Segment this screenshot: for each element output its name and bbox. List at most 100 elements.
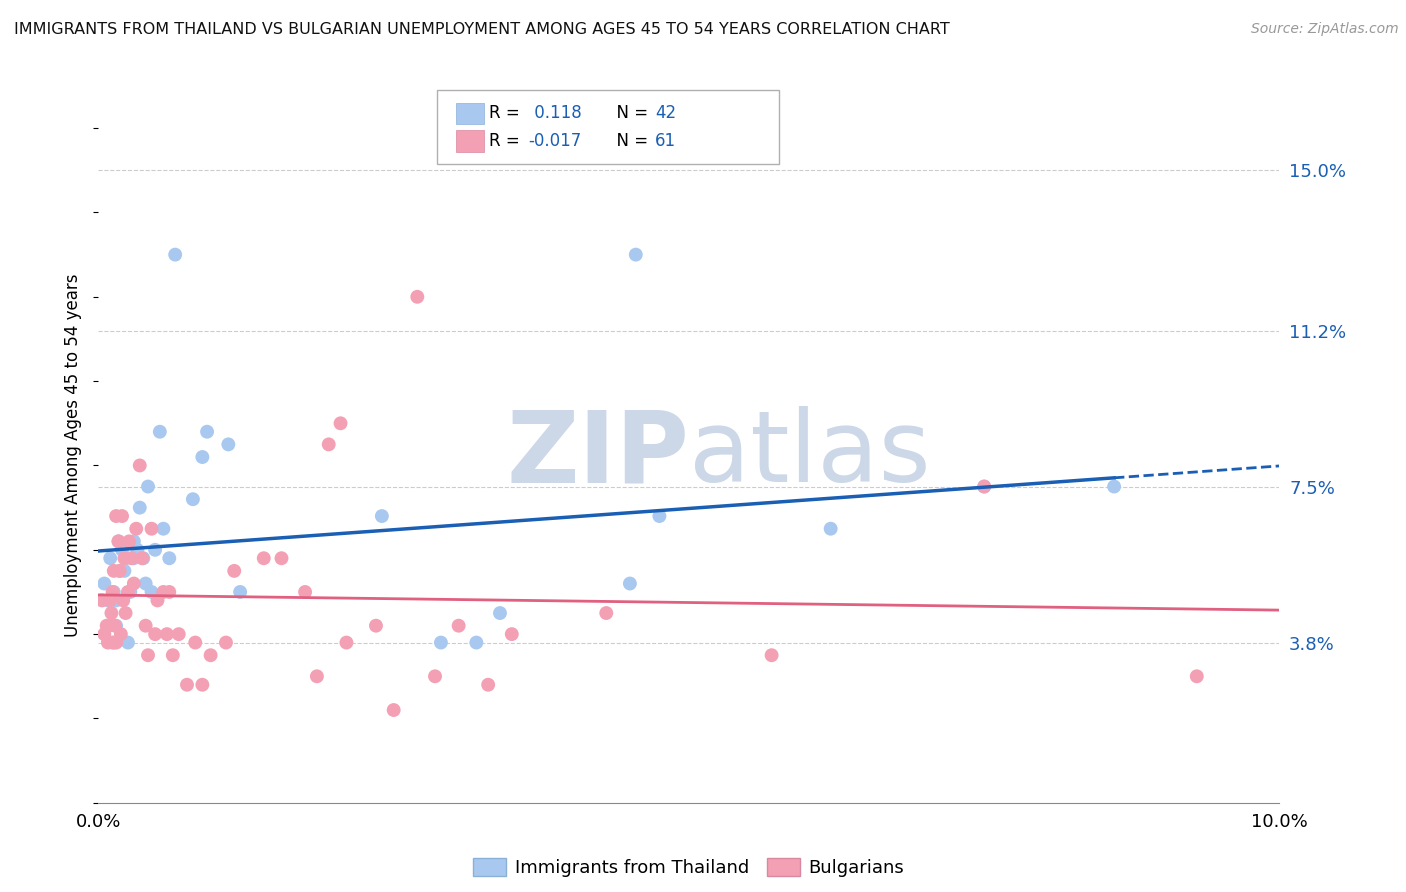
Point: [176, 678, 198, 692]
Point: [125, 522, 148, 536]
Point: [103, 564, 125, 578]
Point: [489, 606, 512, 620]
Point: [648, 509, 671, 524]
Point: [103, 585, 125, 599]
Point: [217, 437, 239, 451]
Point: [157, 585, 180, 599]
Point: [191, 678, 214, 692]
Point: [122, 551, 145, 566]
Point: [371, 509, 394, 524]
Point: [447, 618, 470, 632]
Y-axis label: Unemployment Among Ages 45 to 54 years: Unemployment Among Ages 45 to 54 years: [65, 273, 83, 637]
Point: [128, 458, 150, 473]
Point: [136, 479, 159, 493]
Point: [294, 585, 316, 599]
Text: Source: ZipAtlas.com: Source: ZipAtlas.com: [1251, 22, 1399, 37]
Point: [305, 669, 328, 683]
Point: [111, 509, 134, 524]
Point: [253, 551, 276, 566]
Point: [329, 417, 352, 431]
Point: [117, 635, 139, 649]
Point: [112, 551, 135, 566]
Point: [108, 564, 131, 578]
Point: [98, 593, 121, 607]
Point: [97, 593, 120, 607]
Point: [165, 247, 187, 261]
Point: [820, 522, 842, 536]
Point: [96, 618, 118, 632]
Point: [141, 522, 163, 536]
Point: [430, 635, 453, 649]
Point: [122, 576, 145, 591]
Point: [97, 635, 120, 649]
Point: [101, 585, 124, 599]
Point: [143, 542, 166, 557]
Text: R =: R =: [489, 104, 526, 122]
Point: [98, 618, 121, 632]
Point: [107, 534, 129, 549]
Text: ZIP: ZIP: [506, 407, 689, 503]
Text: atlas: atlas: [689, 407, 931, 503]
Point: [117, 585, 139, 599]
Point: [136, 648, 159, 663]
Point: [108, 564, 131, 578]
Text: R =: R =: [489, 132, 526, 150]
Text: N =: N =: [606, 132, 654, 150]
Point: [477, 678, 499, 692]
Point: [270, 551, 292, 566]
Point: [162, 648, 184, 663]
Point: [465, 635, 488, 649]
Point: [215, 635, 238, 649]
Point: [149, 425, 172, 439]
Point: [157, 551, 180, 566]
Point: [105, 618, 128, 632]
Point: [761, 648, 783, 663]
Point: [101, 635, 124, 649]
Point: [132, 551, 155, 566]
Point: [973, 479, 995, 493]
Point: [1102, 479, 1125, 493]
Point: [93, 627, 115, 641]
Point: [93, 576, 115, 591]
Point: [131, 551, 153, 566]
Point: [110, 627, 132, 641]
Point: [406, 290, 429, 304]
Point: [318, 437, 340, 451]
Point: [200, 648, 222, 663]
Point: [501, 627, 523, 641]
Point: [624, 247, 647, 261]
Text: IMMIGRANTS FROM THAILAND VS BULGARIAN UNEMPLOYMENT AMONG AGES 45 TO 54 YEARS COR: IMMIGRANTS FROM THAILAND VS BULGARIAN UN…: [14, 22, 950, 37]
Point: [122, 534, 145, 549]
Point: [224, 564, 246, 578]
Point: [105, 635, 128, 649]
Point: [619, 576, 641, 591]
Point: [156, 627, 179, 641]
Point: [152, 585, 174, 599]
Point: [191, 450, 214, 464]
Point: [335, 635, 357, 649]
Point: [973, 479, 995, 493]
Point: [118, 534, 141, 549]
Point: [105, 593, 128, 607]
Point: [127, 542, 149, 557]
Point: [120, 585, 142, 599]
Point: [107, 534, 129, 549]
Point: [184, 635, 207, 649]
Point: [229, 585, 252, 599]
Point: [595, 606, 617, 620]
Point: [103, 635, 125, 649]
Point: [112, 564, 135, 578]
Point: [195, 425, 218, 439]
Point: [128, 500, 150, 515]
Point: [135, 618, 157, 632]
Text: 61: 61: [655, 132, 676, 150]
Point: [423, 669, 446, 683]
Point: [1185, 669, 1208, 683]
Text: N =: N =: [606, 104, 654, 122]
Point: [104, 618, 127, 632]
Text: 42: 42: [655, 104, 676, 122]
Point: [181, 492, 204, 507]
Point: [111, 542, 134, 557]
Point: [364, 618, 387, 632]
Point: [114, 606, 136, 620]
